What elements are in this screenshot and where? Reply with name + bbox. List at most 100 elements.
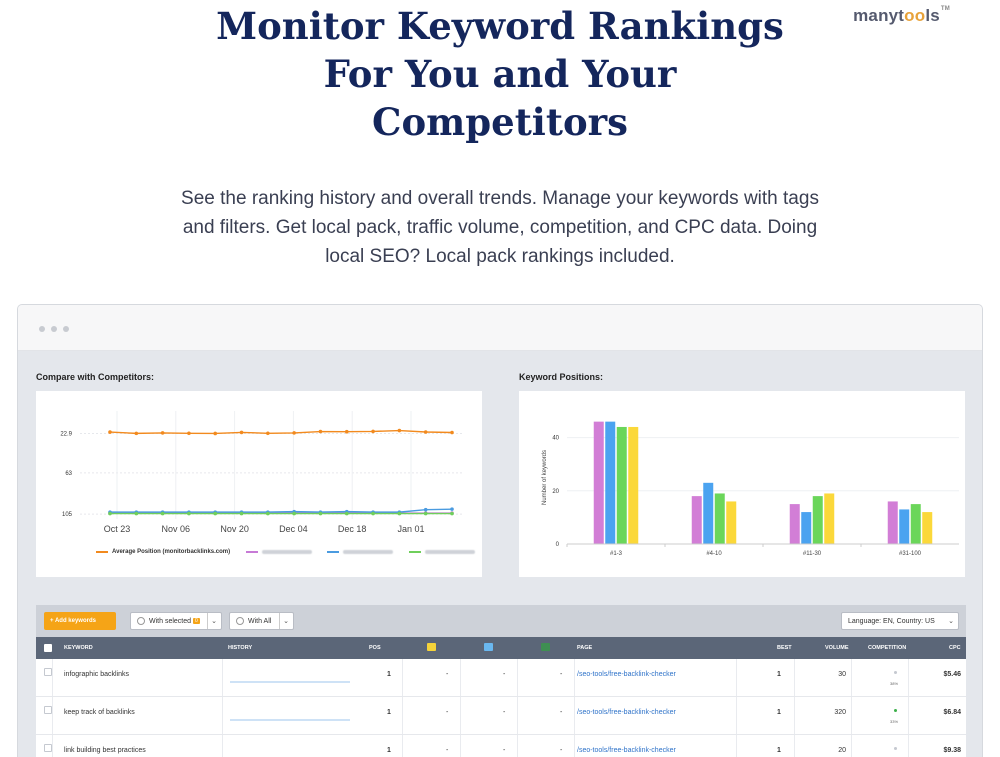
column-divider (908, 659, 909, 696)
series-point-3 (239, 511, 244, 516)
row-checkbox[interactable] (44, 744, 52, 752)
bar-#1-3-series-3 (628, 426, 639, 544)
logo-trademark: TM (940, 6, 950, 12)
page-link[interactable]: /seo-tools/free-backlink-checker (577, 671, 676, 678)
y-tick-label: 63 (65, 471, 72, 477)
language-country-select[interactable]: Language: EN, Country: US ⌄ (841, 612, 959, 630)
column-divider (794, 735, 795, 757)
keyword-cell[interactable]: keep track of backlinks (64, 709, 135, 716)
pos-cell: 1 (387, 671, 391, 678)
cpc-cell: $5.46 (943, 671, 961, 678)
bar-#1-3-series-1 (605, 421, 616, 544)
chevron-down-icon: ⌄ (948, 618, 954, 625)
keyword-cell[interactable]: infographic backlinks (64, 671, 129, 678)
x-tick-label: Oct 23 (104, 524, 131, 534)
legend-item-competitor-1[interactable] (245, 550, 312, 554)
series-point-0 (397, 428, 402, 433)
col-cpc[interactable]: CPC (949, 645, 961, 651)
select-all-checkbox[interactable] (44, 644, 52, 652)
best-cell: 1 (777, 671, 781, 678)
col-competition[interactable]: COMPETITION (868, 645, 907, 651)
hero-title-line-1: Monitor Keyword Rankings (216, 4, 784, 48)
row-checkbox[interactable] (44, 668, 52, 676)
series-point-3 (397, 511, 402, 516)
compare-panel-title: Compare with Competitors: (36, 372, 155, 382)
chevron-down-icon: ⌄ (211, 618, 217, 625)
maps-cell: - (503, 671, 506, 678)
positions-panel-title: Keyword Positions: (519, 372, 604, 382)
keyword-cell[interactable]: link building best practices (64, 747, 146, 754)
series-point-3 (187, 511, 191, 516)
history-sparkline (230, 719, 350, 721)
google-images-icon (541, 643, 550, 651)
legend-swatch-green (409, 551, 422, 553)
col-keyword[interactable]: KEYWORD (64, 645, 93, 651)
series-point-3 (318, 511, 323, 516)
competition-value: 38% (890, 681, 899, 686)
images-cell: - (560, 671, 563, 678)
best-cell: 1 (777, 747, 781, 754)
table-row[interactable]: infographic backlinks 1 - - - /seo-tools/free… (36, 659, 966, 697)
series-line-2 (110, 508, 453, 513)
add-keywords-button[interactable]: + Add keywords (44, 612, 116, 630)
row-checkbox[interactable] (44, 706, 52, 714)
series-point-0 (292, 431, 296, 435)
with-all-dropdown[interactable]: With All ⌄ (229, 612, 294, 630)
local-pack-cell: - (446, 671, 449, 678)
series-point-0 (318, 429, 323, 434)
bar-#11-30-series-3 (824, 493, 835, 544)
with-all-label: With All (248, 617, 272, 625)
series-point-3 (160, 511, 165, 516)
column-divider (517, 659, 518, 696)
column-divider (908, 697, 909, 734)
with-selected-badge: 0 (193, 618, 200, 624)
col-best[interactable]: BEST (777, 645, 792, 651)
y-tick-label: 20 (552, 489, 559, 495)
column-divider (460, 659, 461, 696)
legend-item-competitor-3[interactable] (409, 550, 476, 554)
manytools-logo[interactable]: manytoolsTM (853, 6, 950, 26)
col-history[interactable]: HISTORY (228, 645, 253, 651)
series-point-3 (213, 511, 218, 516)
check-circle-icon (137, 617, 145, 625)
page-link[interactable]: /seo-tools/free-backlink-checker (577, 709, 676, 716)
column-divider (222, 659, 223, 696)
column-divider (460, 735, 461, 757)
blurred-competitor-label (261, 550, 312, 554)
table-row[interactable]: keep track of backlinks 1 - - - /seo-tools/fr… (36, 697, 966, 735)
x-tick-label: #4-10 (706, 551, 722, 557)
google-maps-icon (484, 643, 493, 651)
positions-bar-chart: 0 20 40 Number of keywords #1-3 #4-10 #11-30 #3… (542, 421, 959, 557)
series-point-0 (213, 431, 218, 436)
x-tick-label: #1-3 (610, 551, 623, 557)
legend-swatch-blue (327, 551, 340, 553)
column-divider (851, 735, 852, 757)
with-selected-dropdown[interactable]: With selected 0 ⌄ (130, 612, 222, 630)
hero-title: Monitor Keyword Rankings For You and You… (0, 2, 1000, 146)
chevron-down-icon: ⌄ (283, 618, 289, 625)
legend-item-main[interactable]: Average Position (monitorbacklinks.com) (96, 549, 230, 555)
legend-swatch-purple (245, 551, 258, 553)
column-divider (736, 697, 737, 734)
x-tick-label: Dec 04 (279, 524, 308, 534)
series-point-0 (134, 431, 139, 436)
table-body: infographic backlinks 1 - - - /seo-tools/free… (36, 659, 966, 757)
bar-#11-30-series-1 (801, 512, 812, 544)
table-header: KEYWORD HISTORY POS PAGE BEST VOLUME COM… (36, 637, 966, 659)
col-pos[interactable]: POS (369, 645, 381, 651)
best-cell: 1 (777, 709, 781, 716)
y-tick-label: 22.9 (60, 431, 72, 437)
table-row[interactable]: link building best practices 1 - - - /seo-too… (36, 735, 966, 757)
competition-dot-icon (894, 747, 897, 750)
local-pack-cell: - (446, 709, 449, 716)
col-volume[interactable]: VOLUME (825, 645, 849, 651)
local-pack-cell: - (446, 747, 449, 754)
col-page[interactable]: PAGE (577, 645, 593, 651)
page-link[interactable]: /seo-tools/free-backlink-checker (577, 747, 676, 754)
hero-title-line-2: For You and Your (323, 52, 677, 96)
window-dot-icon (51, 326, 57, 332)
column-divider (908, 735, 909, 757)
column-divider (222, 735, 223, 757)
legend-item-competitor-2[interactable] (327, 550, 394, 554)
bar-#11-30-series-2 (812, 496, 823, 544)
